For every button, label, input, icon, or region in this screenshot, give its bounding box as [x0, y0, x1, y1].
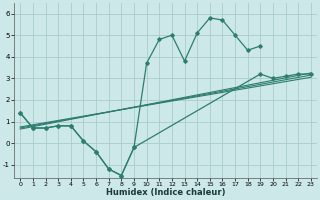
X-axis label: Humidex (Indice chaleur): Humidex (Indice chaleur)	[106, 188, 225, 197]
